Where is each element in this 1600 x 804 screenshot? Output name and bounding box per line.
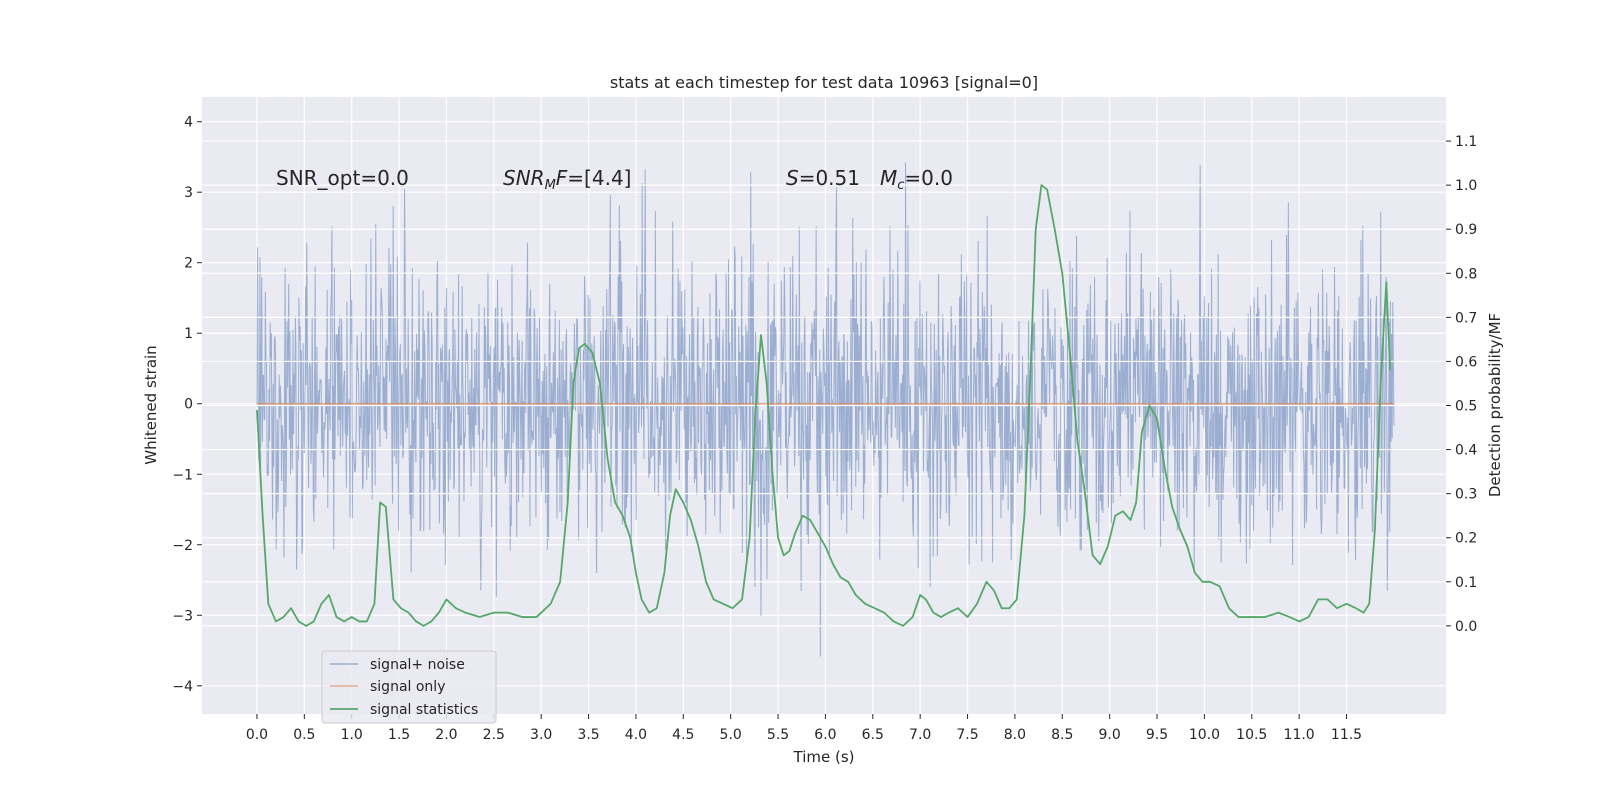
x-axis-ticks: 0.0 0.5 1.0 1.5 2.0 2.5 3.0 3.5 4.0 4.5 5.0 5.5 6.0 6…: [246, 714, 1362, 743]
annotation-mc-value: =0.0: [904, 166, 953, 190]
x-tick-label: 5.0: [720, 727, 742, 743]
annotation-mc: Mc=0.0: [880, 166, 953, 193]
y-right-tick-label: 0.2: [1455, 531, 1477, 547]
x-tick-label: 4.5: [672, 727, 694, 743]
chart-title: stats at each timestep for test data 109…: [610, 73, 1038, 92]
x-tick-label: 10.0: [1189, 727, 1220, 743]
annotation-s-value: =0.51: [799, 166, 860, 190]
grid-horizontal-right: [202, 140, 1446, 627]
y-right-tick-label: 0.7: [1455, 310, 1477, 326]
x-tick-label: 5.5: [767, 727, 789, 743]
y-axis-left-label: Whitened strain: [142, 345, 160, 464]
y-left-tick-label: 3: [184, 185, 193, 201]
x-tick-label: 1.5: [388, 727, 410, 743]
y-left-tick-label: 0: [184, 397, 193, 413]
x-tick-label: 8.5: [1051, 727, 1073, 743]
x-tick-label: 2.0: [435, 727, 457, 743]
annotation-mc-sub: c: [897, 178, 904, 193]
y-right-tick-label: 1.0: [1455, 178, 1477, 194]
y-right-tick-label: 0.9: [1455, 222, 1477, 238]
x-tick-label: 10.5: [1236, 727, 1267, 743]
legend-box: [321, 650, 497, 724]
x-tick-label: 6.5: [862, 727, 884, 743]
series-signal-noise: [256, 162, 1395, 657]
annotation-snr-mf-sub: M: [545, 178, 556, 193]
x-tick-label: 9.5: [1146, 727, 1168, 743]
annotation-snr-mf: SNRMF=[4.4]: [503, 166, 631, 193]
annotation-s-label: S: [786, 166, 799, 190]
legend-label-signal-only: signal only: [370, 679, 445, 695]
x-tick-label: 1.0: [341, 727, 363, 743]
annotation-snr-opt: SNR_opt=0.0: [276, 166, 409, 190]
y-left-tick-label: −1: [172, 467, 193, 483]
y-left-tick-label: 4: [184, 115, 193, 131]
y-right-tick-label: 0.0: [1455, 619, 1477, 635]
series-signal-statistics-line: [256, 184, 1391, 627]
annotation-mc-main: M: [880, 166, 897, 190]
y-left-tick-label: −4: [172, 679, 193, 695]
y-left-tick-label: 2: [184, 256, 193, 272]
y-right-tick-label: 0.5: [1455, 399, 1477, 415]
y-axis-right-label: Detection probability/MF: [1486, 313, 1504, 497]
x-tick-label: 0.5: [293, 727, 315, 743]
x-axis-label: Time (s): [793, 748, 855, 766]
annotation-snr-mf-main: SNR: [503, 166, 545, 190]
annotation-s: S=0.51: [786, 166, 860, 190]
annotation-snr-mf-f: F: [556, 166, 568, 190]
y-left-tick-label: −3: [172, 608, 193, 624]
x-tick-label: 9.0: [1099, 727, 1121, 743]
annotation-snr-mf-value: =[4.4]: [567, 166, 631, 190]
x-tick-label: 0.0: [246, 727, 268, 743]
x-tick-label: 3.5: [577, 727, 599, 743]
legend-label-signal-noise: signal+ noise: [370, 657, 465, 673]
x-tick-label: 8.0: [1004, 727, 1026, 743]
y-right-tick-label: 0.6: [1455, 354, 1477, 370]
y-left-tick-label: 1: [184, 326, 193, 342]
x-tick-label: 4.0: [625, 727, 647, 743]
legend-label-signal-statistics: signal statistics: [370, 702, 478, 718]
x-tick-label: 11.5: [1331, 727, 1362, 743]
x-tick-label: 7.5: [956, 727, 978, 743]
x-tick-label: 2.5: [483, 727, 505, 743]
y-right-tick-label: 0.4: [1455, 443, 1477, 459]
legend: signal+ noise signal only signal statist…: [321, 650, 497, 724]
x-tick-label: 6.0: [814, 727, 836, 743]
y-axis-right-ticks: 1.1 1.0 0.9 0.8 0.7 0.6 0.5 0.4 0.3 0.2 0.1 0.0: [1446, 134, 1477, 635]
x-tick-label: 7.0: [909, 727, 931, 743]
y-right-tick-label: 0.8: [1455, 266, 1477, 282]
x-tick-label: 11.0: [1284, 727, 1315, 743]
x-tick-label: 3.0: [530, 727, 552, 743]
signal-noise-trace: [256, 162, 1395, 657]
y-right-tick-label: 0.1: [1455, 575, 1477, 591]
y-right-tick-label: 1.1: [1455, 134, 1477, 150]
y-left-tick-label: −2: [172, 538, 193, 554]
y-right-tick-label: 0.3: [1455, 487, 1477, 503]
y-axis-left-ticks: 4 3 2 1 0 −1 −2 −3 −4: [172, 115, 202, 695]
